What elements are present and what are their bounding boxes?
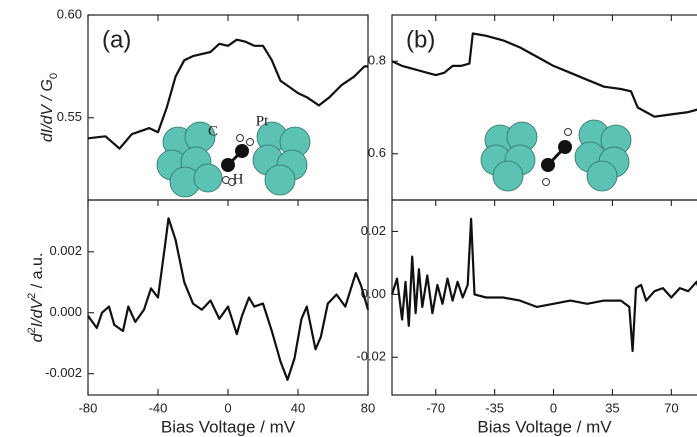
x-tick-label: 35	[605, 400, 619, 415]
plot-frame	[87, 199, 369, 396]
data-line	[391, 32, 697, 118]
y-axis-label-part: dI/dV / G	[39, 79, 56, 142]
y-axis-label-part: 2	[26, 293, 38, 299]
data-line	[87, 38, 368, 150]
panel-label: (b)	[406, 26, 435, 53]
y-tick-label: 0.8	[368, 53, 386, 68]
y-tick-label: 0.000	[49, 304, 82, 319]
y-axis-label-part: I/dV	[29, 298, 46, 328]
y-axis-label-part: 0	[48, 73, 60, 79]
y-axis-label-part: / a.u.	[29, 253, 46, 293]
y-tick-label: -0.02	[356, 349, 386, 364]
x-tick-label: 80	[361, 400, 375, 415]
data-line	[87, 217, 370, 381]
x-tick-label: -70	[426, 400, 445, 415]
y-tick-label: -0.002	[45, 365, 82, 380]
panel-label: (a)	[102, 26, 131, 53]
y-tick-label: 0.60	[57, 6, 82, 21]
y-tick-label: 0.6	[368, 145, 386, 160]
plot-frame	[87, 14, 369, 201]
x-tick-label: -35	[485, 400, 504, 415]
x-axis-label: Bias Voltage / mV	[477, 417, 612, 436]
y-axis-label: dI/dV / G0	[39, 73, 60, 142]
x-tick-label: 0	[550, 400, 557, 415]
data-line	[390, 217, 697, 353]
y-tick-label: 0.002	[49, 243, 82, 258]
molecule-b	[480, 119, 632, 192]
x-axis-label: Bias Voltage / mV	[161, 417, 296, 436]
molecule-a	[156, 121, 311, 198]
x-tick-label: -40	[149, 400, 168, 415]
plot-frame	[391, 199, 697, 396]
y-tick-label: 0.02	[361, 223, 386, 238]
x-tick-label: 0	[224, 400, 231, 415]
annotation: C	[208, 123, 218, 139]
annotation: Pt	[256, 113, 269, 129]
x-tick-label: 40	[291, 400, 305, 415]
y-axis-label-part: 2	[26, 327, 38, 333]
x-tick-label: 70	[664, 400, 678, 415]
annotation: H	[233, 171, 244, 187]
plot-frame	[391, 14, 697, 201]
y-axis-label-part: d	[29, 332, 46, 342]
x-tick-label: -80	[79, 400, 98, 415]
y-tick-label: 0.00	[361, 286, 386, 301]
y-tick-label: 0.55	[57, 109, 82, 124]
y-axis-label: d2I/dV2 / a.u.	[26, 253, 46, 343]
